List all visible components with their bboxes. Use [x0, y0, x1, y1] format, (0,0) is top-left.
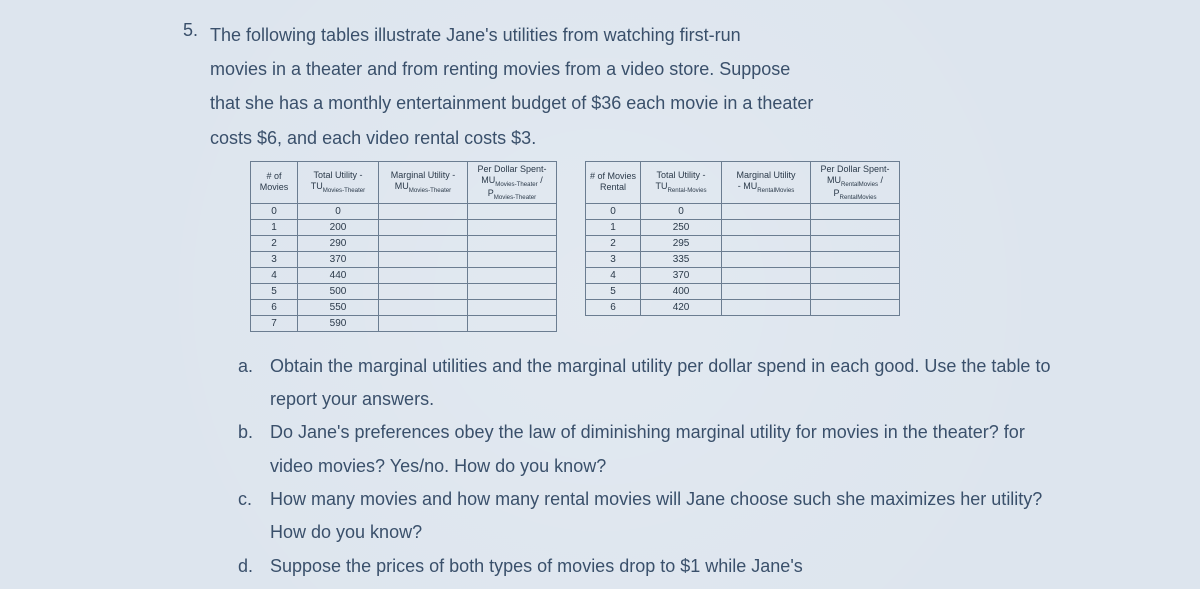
th-per-dollar: Per Dollar Spent- MUMovies-Theater / PMo… [468, 161, 557, 203]
subpart-text: Do Jane's preferences obey the law of di… [270, 416, 1058, 483]
subpart-label: c. [238, 483, 260, 550]
table-row: 4370 [586, 267, 900, 283]
subpart-label: d. [238, 550, 260, 583]
subpart-d: d. Suppose the prices of both types of m… [238, 550, 1058, 583]
question-intro: The following tables illustrate Jane's u… [210, 18, 970, 155]
table-row: 00 [251, 203, 557, 219]
subpart-c: c. How many movies and how many rental m… [238, 483, 1058, 550]
table-row: 6550 [251, 299, 557, 315]
table-row: 3335 [586, 251, 900, 267]
th-tu-rental: Total Utility - TURental-Movies [641, 161, 722, 203]
th-mu-rental: Marginal Utility - MURentalMovies [722, 161, 811, 203]
theater-table: # of Movies Total Utility - TUMovies-The… [250, 161, 557, 332]
th-tu: Total Utility - TUMovies-Theater [298, 161, 379, 203]
subpart-text: Obtain the marginal utilities and the ma… [270, 350, 1058, 417]
table-row: 7590 [251, 315, 557, 331]
th-per-dollar-rental: Per Dollar Spent- MURentalMovies / PRent… [811, 161, 900, 203]
subpart-text: How many movies and how many rental movi… [270, 483, 1058, 550]
subpart-b: b. Do Jane's preferences obey the law of… [238, 416, 1058, 483]
page: 5. The following tables illustrate Jane'… [0, 0, 1200, 589]
table-row: 3370 [251, 251, 557, 267]
table-row: 1200 [251, 219, 557, 235]
subpart-label: b. [238, 416, 260, 483]
table-row: 5500 [251, 283, 557, 299]
tables-region: # of Movies Total Utility - TUMovies-The… [250, 161, 1140, 332]
subpart-label: a. [238, 350, 260, 417]
subpart-a: a. Obtain the marginal utilities and the… [238, 350, 1058, 417]
question-number: 5. [183, 20, 198, 41]
table-row: 4440 [251, 267, 557, 283]
intro-line: movies in a theater and from renting mov… [210, 59, 790, 79]
table-row: 6420 [586, 299, 900, 315]
table-row: 00 [586, 203, 900, 219]
th-mu: Marginal Utility - MUMovies-Theater [379, 161, 468, 203]
intro-line: that she has a monthly entertainment bud… [210, 93, 813, 113]
th-movies-rental: # of Movies Rental [586, 161, 641, 203]
th-movies: # of Movies [251, 161, 298, 203]
intro-line: costs $6, and each video rental costs $3… [210, 128, 536, 148]
table-row: 2290 [251, 235, 557, 251]
table-row: 1250 [586, 219, 900, 235]
subparts: a. Obtain the marginal utilities and the… [238, 350, 1058, 583]
table-row: 2295 [586, 235, 900, 251]
intro-line: The following tables illustrate Jane's u… [210, 25, 741, 45]
table-row: 5400 [586, 283, 900, 299]
subpart-text: Suppose the prices of both types of movi… [270, 550, 1058, 583]
rental-table: # of Movies Rental Total Utility - TURen… [585, 161, 900, 316]
